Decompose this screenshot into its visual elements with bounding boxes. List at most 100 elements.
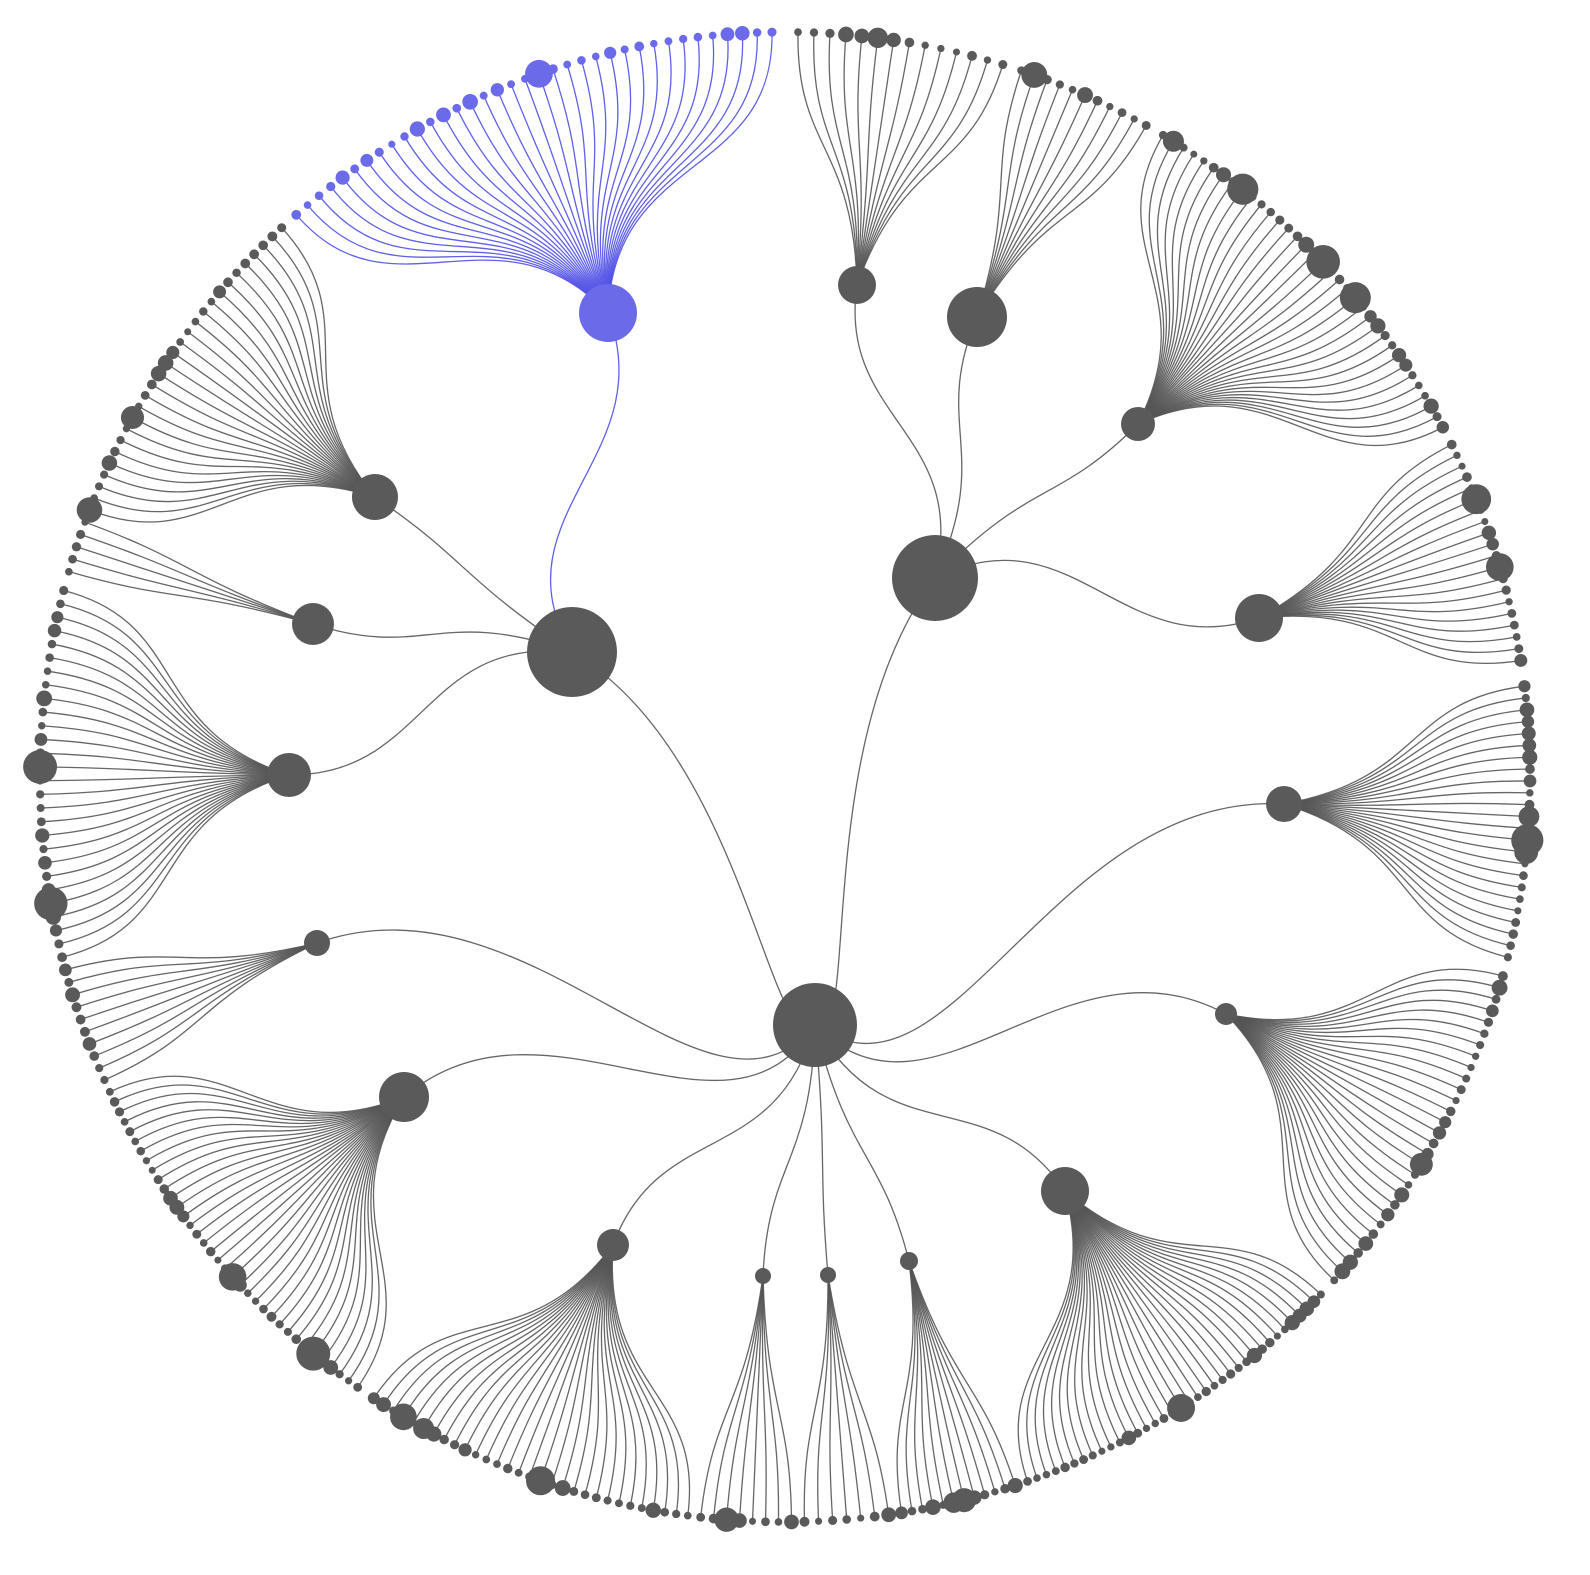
leaf-node[interactable] — [1098, 1447, 1106, 1455]
leaf-node[interactable] — [1380, 330, 1390, 341]
leaf-node[interactable] — [1070, 1459, 1079, 1468]
leaf-node[interactable] — [1446, 439, 1457, 450]
leaf-node[interactable] — [493, 1460, 501, 1468]
leaf-node[interactable] — [980, 1490, 990, 1500]
leaf-node[interactable] — [34, 733, 48, 746]
leaf-node[interactable] — [591, 1493, 601, 1503]
leaf-node[interactable] — [1316, 1290, 1325, 1299]
leaf-node[interactable] — [554, 1480, 571, 1496]
leaf-node[interactable] — [767, 27, 777, 37]
leaf-node[interactable] — [34, 886, 68, 921]
leaf-node[interactable] — [1273, 1332, 1281, 1340]
branch-node[interactable] — [379, 1072, 429, 1122]
branch-node[interactable] — [892, 535, 978, 621]
leaf-node[interactable] — [937, 44, 945, 53]
leaf-node[interactable] — [1525, 764, 1535, 774]
leaf-node[interactable] — [1042, 1470, 1051, 1479]
leaf-node[interactable] — [867, 27, 888, 48]
leaf-node[interactable] — [1423, 398, 1439, 414]
leaf-node[interactable] — [1428, 1138, 1439, 1149]
leaf-node[interactable] — [708, 31, 717, 40]
leaf-node[interactable] — [100, 1075, 109, 1085]
leaf-node[interactable] — [389, 1406, 398, 1416]
leaf-node[interactable] — [1190, 150, 1198, 158]
leaf-node[interactable] — [157, 355, 174, 371]
leaf-node[interactable] — [116, 435, 125, 445]
branch-node[interactable] — [1041, 1167, 1089, 1215]
leaf-node[interactable] — [634, 41, 645, 52]
leaf-node[interactable] — [1179, 143, 1188, 152]
leaf-node[interactable] — [300, 1341, 310, 1352]
leaf-node[interactable] — [1194, 1393, 1202, 1401]
leaf-node[interactable] — [1115, 1438, 1124, 1447]
leaf-node[interactable] — [38, 707, 48, 717]
leaf-node[interactable] — [267, 231, 278, 242]
leaf-node[interactable] — [153, 1175, 163, 1185]
leaf-node[interactable] — [65, 987, 80, 1003]
leaf-node[interactable] — [335, 170, 350, 185]
leaf-node[interactable] — [1141, 120, 1151, 130]
branch-node[interactable] — [352, 474, 398, 520]
leaf-node[interactable] — [1408, 371, 1417, 380]
leaf-node[interactable] — [1458, 462, 1466, 470]
leaf-node[interactable] — [176, 338, 185, 346]
leaf-node[interactable] — [471, 1451, 480, 1459]
branch-node[interactable] — [597, 1229, 629, 1261]
leaf-node[interactable] — [41, 680, 50, 689]
leaf-node[interactable] — [1353, 1248, 1363, 1258]
branch-node[interactable] — [292, 603, 334, 645]
leaf-node[interactable] — [1391, 348, 1407, 363]
branch-node[interactable] — [900, 1252, 918, 1270]
leaf-node[interactable] — [1358, 1236, 1374, 1251]
leaf-node[interactable] — [1462, 472, 1472, 482]
leaf-node[interactable] — [1007, 1477, 1023, 1494]
leaf-node[interactable] — [526, 1466, 556, 1496]
leaf-node[interactable] — [603, 1496, 612, 1505]
leaf-node[interactable] — [784, 1514, 799, 1530]
leaf-node[interactable] — [426, 117, 435, 127]
leaf-node[interactable] — [192, 1229, 202, 1239]
leaf-node[interactable] — [683, 1511, 692, 1520]
leaf-node[interactable] — [413, 1417, 435, 1439]
leaf-node[interactable] — [1508, 929, 1518, 939]
branch-node[interactable] — [820, 1267, 836, 1283]
leaf-node[interactable] — [1521, 726, 1536, 741]
leaf-node[interactable] — [1000, 1483, 1010, 1494]
leaf-node[interactable] — [1284, 223, 1294, 233]
leaf-node[interactable] — [1512, 633, 1521, 641]
leaf-node[interactable] — [125, 1127, 135, 1137]
leaf-node[interactable] — [1432, 1126, 1447, 1140]
leaf-node[interactable] — [1210, 1381, 1219, 1390]
leaf-node[interactable] — [376, 1397, 391, 1413]
leaf-node[interactable] — [240, 258, 251, 269]
leaf-node[interactable] — [136, 1146, 146, 1156]
leaf-node[interactable] — [895, 1506, 908, 1520]
leaf-node[interactable] — [259, 1304, 268, 1314]
leaf-node[interactable] — [120, 1117, 129, 1126]
leaf-node[interactable] — [326, 181, 336, 192]
leaf-node[interactable] — [1516, 895, 1524, 903]
leaf-node[interactable] — [637, 1504, 646, 1513]
leaf-node[interactable] — [1088, 1451, 1097, 1460]
leaf-node[interactable] — [1476, 506, 1485, 515]
leaf-node[interactable] — [367, 1392, 380, 1405]
leaf-node[interactable] — [1409, 1152, 1433, 1176]
leaf-node[interactable] — [918, 1504, 927, 1514]
branch-node[interactable] — [838, 266, 876, 304]
leaf-node[interactable] — [1523, 774, 1537, 788]
leaf-node[interactable] — [266, 1311, 277, 1322]
leaf-node[interactable] — [952, 48, 960, 56]
leaf-node[interactable] — [220, 1264, 230, 1273]
leaf-node[interactable] — [65, 567, 73, 576]
leaf-node[interactable] — [140, 390, 150, 400]
leaf-node[interactable] — [761, 1517, 770, 1527]
leaf-node[interactable] — [1159, 1413, 1169, 1423]
leaf-node[interactable] — [1364, 310, 1377, 323]
leaf-node[interactable] — [1226, 1369, 1236, 1379]
leaf-node[interactable] — [1486, 1004, 1499, 1018]
leaf-node[interactable] — [1514, 644, 1524, 654]
leaf-node[interactable] — [1522, 749, 1538, 765]
leaf-node[interactable] — [1298, 236, 1315, 253]
leaf-node[interactable] — [1381, 1208, 1395, 1222]
leaf-node[interactable] — [400, 132, 409, 141]
